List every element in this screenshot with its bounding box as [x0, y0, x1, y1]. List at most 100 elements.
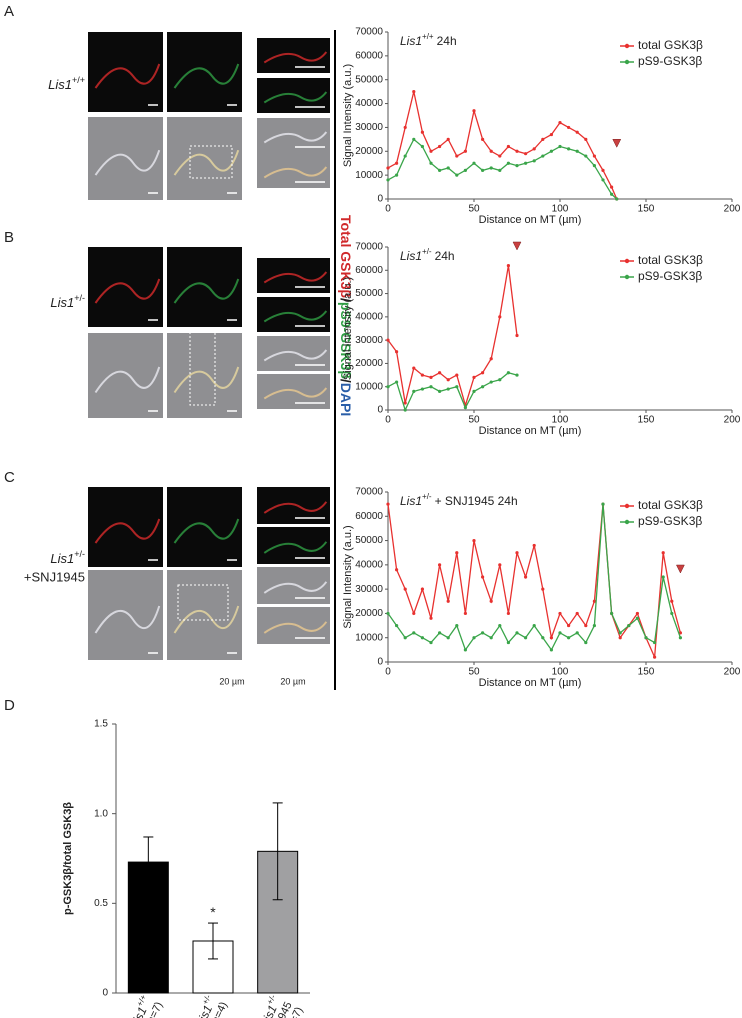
- genotype: +/-: [422, 247, 432, 256]
- x-tick-label: 0: [385, 667, 391, 678]
- y-tick-label: 10000: [355, 170, 383, 181]
- point: [481, 371, 485, 375]
- point: [610, 185, 614, 189]
- point: [575, 130, 579, 134]
- point: [506, 144, 510, 149]
- y-tick-label: 0: [102, 988, 108, 999]
- x-tick-label: 50: [468, 415, 480, 426]
- point: [386, 502, 390, 506]
- point: [481, 168, 485, 172]
- point: [584, 623, 588, 628]
- point: [446, 137, 450, 141]
- genotype: +/+: [72, 75, 85, 85]
- legend-dot: [624, 43, 630, 49]
- point: [429, 149, 433, 153]
- y-tick-label: 0: [377, 405, 383, 416]
- point: [549, 636, 554, 640]
- row-label: Lis1+/+: [48, 75, 85, 92]
- point: [558, 144, 562, 149]
- point: [403, 408, 407, 412]
- point: [446, 636, 450, 640]
- point: [395, 568, 399, 572]
- zoom-box: [189, 145, 233, 179]
- scale-label: 20 µm: [219, 676, 244, 686]
- panel-label: A: [4, 3, 14, 20]
- point: [601, 178, 605, 182]
- legend-dot: [624, 274, 630, 280]
- point: [386, 166, 390, 170]
- x-axis-label: Distance on MT (µm): [479, 677, 582, 689]
- chart-title: Lis1+/- 24h: [400, 247, 455, 263]
- point: [670, 611, 674, 616]
- point: [653, 655, 657, 659]
- legend-dot: [624, 258, 630, 264]
- y-tick-label: 20000: [355, 358, 383, 369]
- cell-process: [263, 131, 328, 144]
- y-tick-label: 1.5: [94, 719, 108, 730]
- cell-process: [263, 91, 328, 104]
- point: [386, 385, 390, 389]
- point: [558, 121, 562, 125]
- point: [644, 636, 648, 640]
- point: [395, 173, 399, 177]
- point: [506, 640, 510, 645]
- y-tick-label: 70000: [355, 242, 383, 253]
- point: [584, 137, 588, 141]
- y-tick-label: 30000: [355, 122, 383, 133]
- point: [506, 264, 510, 268]
- y-tick-label: 10000: [355, 381, 383, 392]
- point: [463, 168, 467, 172]
- x-tick-label: 150: [638, 204, 655, 215]
- cell-process: [263, 501, 328, 514]
- series-line: [387, 504, 682, 658]
- point: [472, 161, 476, 165]
- genotype: +/-: [265, 993, 277, 1006]
- y-axis-label: p-GSK3β/total GSK3β: [62, 802, 74, 915]
- point: [429, 385, 433, 389]
- point: [438, 389, 442, 393]
- genotype: +/+: [422, 32, 434, 41]
- point: [678, 636, 683, 640]
- point: [532, 623, 536, 628]
- micrograph: [88, 32, 163, 112]
- stain-label: Total GSK3β/pS9-GSK3β/DAPI: [338, 215, 354, 416]
- point: [429, 640, 433, 645]
- point: [498, 154, 502, 158]
- y-tick-label: 30000: [355, 584, 383, 595]
- legend-dot: [624, 503, 630, 509]
- point: [498, 378, 502, 382]
- point: [498, 623, 502, 628]
- point: [515, 333, 519, 338]
- x-tick-label: 100: [552, 415, 569, 426]
- point: [549, 132, 554, 137]
- y-tick-label: 70000: [355, 27, 383, 38]
- point: [653, 640, 657, 645]
- panel-label: D: [4, 697, 15, 714]
- legend-dot: [624, 519, 630, 525]
- gene: Lis1: [400, 494, 422, 508]
- point: [489, 166, 493, 170]
- point: [627, 623, 631, 628]
- y-axis-label: Signal Intensity (a.u.): [342, 64, 354, 167]
- point: [506, 611, 510, 616]
- genotype: +/-: [74, 549, 85, 559]
- point: [420, 130, 424, 134]
- point: [420, 387, 424, 391]
- point: [420, 636, 424, 640]
- point: [438, 563, 442, 567]
- point: [575, 611, 579, 616]
- point: [472, 389, 476, 393]
- y-axis-label: Signal Intensity (a.u.): [342, 277, 354, 380]
- y-tick-label: 50000: [355, 288, 383, 299]
- genotype: +/-: [201, 993, 213, 1006]
- point: [515, 149, 519, 153]
- point: [498, 315, 502, 319]
- x-tick-label: 100: [552, 667, 569, 678]
- point: [481, 575, 485, 579]
- micrograph: [167, 247, 242, 327]
- point: [481, 385, 485, 389]
- y-tick-label: 70000: [355, 487, 383, 498]
- point: [601, 168, 605, 172]
- micrograph: [88, 333, 163, 418]
